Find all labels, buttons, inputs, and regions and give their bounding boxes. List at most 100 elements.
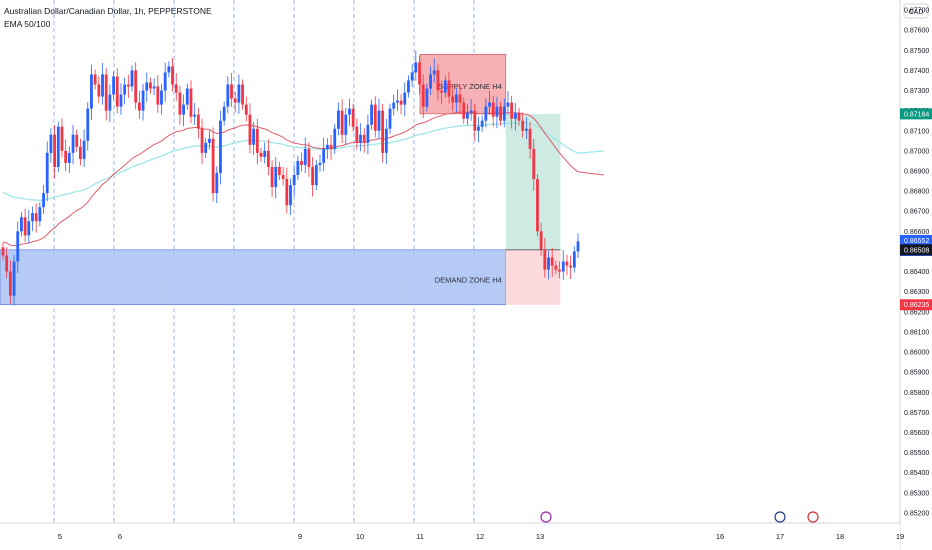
candle-body <box>200 128 204 153</box>
price-tick: 0.86900 <box>904 168 929 175</box>
candle-body <box>314 164 318 186</box>
date-tick: 16 <box>716 532 724 541</box>
candle-body <box>134 70 138 103</box>
candle-body <box>403 92 407 105</box>
candle-body <box>278 166 281 176</box>
price-tick: 0.85300 <box>904 490 929 497</box>
candle-body <box>274 166 278 188</box>
date-axis-background <box>0 523 900 550</box>
candle-body <box>466 112 469 119</box>
candle-body <box>550 257 554 266</box>
zone-rect <box>0 249 507 306</box>
candle-body <box>558 269 561 272</box>
candle-body <box>300 160 303 165</box>
candle-body <box>337 110 340 129</box>
candle-body <box>281 175 285 180</box>
price-badge-text: 0.87184 <box>904 111 929 118</box>
candle-body <box>130 70 134 87</box>
candle-body <box>561 261 565 272</box>
candle-body <box>64 150 68 163</box>
candle-body <box>344 114 348 135</box>
candle-body <box>296 160 300 176</box>
candle-body <box>421 84 425 107</box>
candle-body <box>333 128 337 149</box>
candle-body <box>547 257 550 270</box>
candle-body <box>440 90 444 93</box>
lightning-icon <box>540 511 552 523</box>
candle-body <box>16 231 20 262</box>
candle-body <box>469 110 473 113</box>
candle-body <box>263 150 267 157</box>
candle-body <box>366 124 370 143</box>
candle-body <box>458 94 462 103</box>
price-badge-text: 0.86508 <box>904 247 929 254</box>
candle-body <box>237 84 241 103</box>
candle-body <box>255 128 259 153</box>
candle-body <box>270 166 274 188</box>
candle-body <box>381 110 385 153</box>
currency-box <box>903 3 929 19</box>
ema-100-line <box>2 122 604 201</box>
candle-body <box>167 66 171 73</box>
candle-body <box>447 80 451 97</box>
indicator-legend: EMA 50/100 <box>4 19 51 29</box>
candle-body <box>311 166 315 186</box>
candle-body <box>359 134 362 143</box>
candle-body <box>156 86 160 105</box>
candle-body <box>79 146 82 159</box>
candle-body <box>115 76 119 107</box>
candle-body <box>480 120 484 127</box>
candle-body <box>554 265 558 270</box>
candle-body <box>536 179 539 232</box>
price-tick: 0.86300 <box>904 289 929 296</box>
candle-body <box>119 94 123 107</box>
candle-body <box>373 104 377 131</box>
price-badge <box>900 244 932 256</box>
candle-body <box>325 144 329 149</box>
candle-body <box>462 102 466 119</box>
candle-body <box>23 217 27 236</box>
candle-body <box>53 134 57 167</box>
date-axis: 5 6 9 10 11 12 13 16 17 18 19 <box>0 522 904 550</box>
candle-body <box>75 134 79 147</box>
date-tick: 17 <box>776 532 784 541</box>
candle-body <box>565 261 569 266</box>
candle-body <box>477 126 480 131</box>
candle-body <box>126 84 130 87</box>
candle-body <box>395 100 399 103</box>
candle-body <box>370 104 373 125</box>
zone-label: SUPPLY ZONE H4 <box>438 82 502 91</box>
price-tick: 0.86800 <box>904 189 929 196</box>
price-tick: 0.85500 <box>904 450 929 457</box>
price-tick: 0.85200 <box>904 510 929 517</box>
candle-body <box>521 120 525 131</box>
candle-body <box>241 84 244 105</box>
candle-body <box>289 185 292 206</box>
candle-body <box>362 134 366 143</box>
currency-label: CAD <box>909 9 924 16</box>
candle-body <box>244 104 248 115</box>
candle-body <box>108 94 112 111</box>
candle-body <box>399 100 403 105</box>
candle-body <box>355 126 359 143</box>
candle-body <box>340 110 344 135</box>
candle-body <box>384 128 388 153</box>
date-tick: 13 <box>536 532 544 541</box>
price-tick: 0.87700 <box>904 8 929 15</box>
candle-body <box>429 74 432 89</box>
candle-body <box>499 106 502 121</box>
candle-body <box>171 66 174 85</box>
price-tick: 0.85900 <box>904 370 929 377</box>
candle-body <box>34 213 38 222</box>
candle-body <box>292 175 296 186</box>
target-zone <box>505 113 561 250</box>
candle-body <box>20 217 23 232</box>
price-tick: 0.86700 <box>904 209 929 216</box>
candle-body <box>322 148 326 163</box>
candle-body <box>528 128 532 149</box>
candle-body <box>5 255 9 272</box>
candle-body <box>193 114 197 117</box>
candle-body <box>152 86 156 89</box>
candle-body <box>484 106 488 121</box>
